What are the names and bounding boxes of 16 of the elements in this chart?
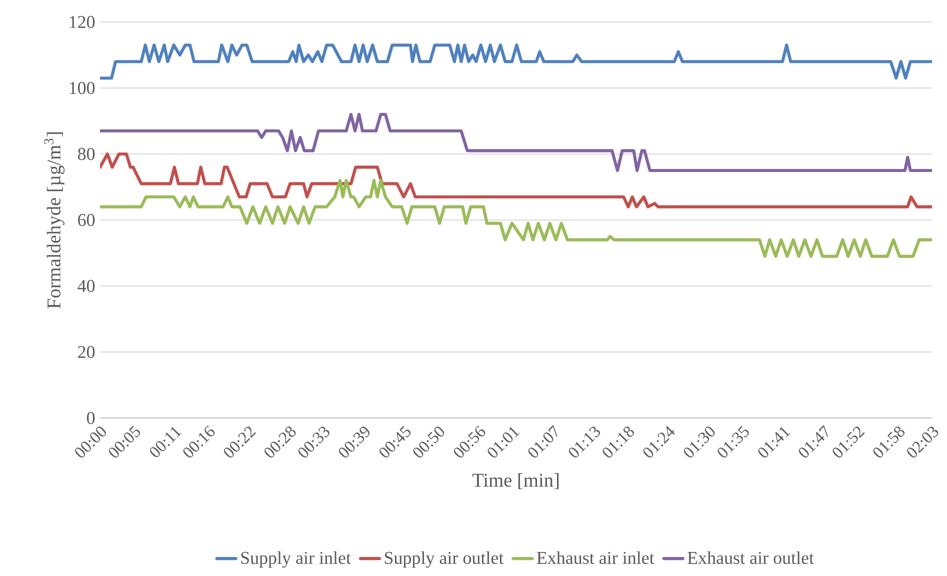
legend-label: Supply air outlet xyxy=(384,551,504,568)
y-tick-label: 60 xyxy=(78,214,95,226)
y-tick-label: 40 xyxy=(78,280,95,292)
y-tick-label: 120 xyxy=(70,16,95,28)
x-axis-title: Time [min] xyxy=(472,473,559,490)
y-tick-label: 100 xyxy=(70,82,95,94)
y-tick-label: 20 xyxy=(78,346,95,358)
legend-label: Exhaust air outlet xyxy=(688,551,814,564)
y-tick-label: 80 xyxy=(78,148,95,160)
line-series xyxy=(100,44,932,80)
legend-label: Supply air inlet xyxy=(241,551,351,568)
y-axis-title: Formaldehyde [µg/m$^{3}$] xyxy=(44,132,64,308)
legend-label: Exhaust air inlet xyxy=(536,551,654,564)
line-series xyxy=(100,178,932,258)
y-tick-label: 0 xyxy=(86,412,95,424)
line-series xyxy=(100,112,932,172)
